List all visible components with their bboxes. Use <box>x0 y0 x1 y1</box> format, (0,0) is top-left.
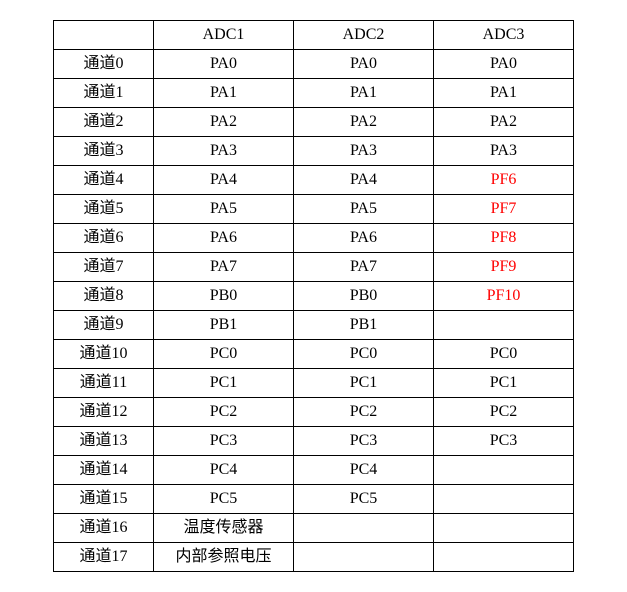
channel-label: 通道2 <box>54 108 154 137</box>
cell-value <box>434 311 574 340</box>
channel-label: 通道16 <box>54 514 154 543</box>
cell-value: PA1 <box>294 79 434 108</box>
cell-value: PA3 <box>294 137 434 166</box>
cell-value: PA6 <box>154 224 294 253</box>
cell-value: PA7 <box>294 253 434 282</box>
cell-value: PC2 <box>434 398 574 427</box>
channel-label: 通道10 <box>54 340 154 369</box>
cell-value: PC4 <box>154 456 294 485</box>
cell-value: PF8 <box>434 224 574 253</box>
cell-value: PA1 <box>154 79 294 108</box>
header-empty <box>54 21 154 50</box>
channel-label: 通道6 <box>54 224 154 253</box>
header-col: ADC3 <box>434 21 574 50</box>
cell-value: PF7 <box>434 195 574 224</box>
table-row: 通道12PC2PC2PC2 <box>54 398 574 427</box>
cell-value: PA4 <box>294 166 434 195</box>
table-row: 通道7PA7PA7PF9 <box>54 253 574 282</box>
table-row: 通道2PA2PA2PA2 <box>54 108 574 137</box>
channel-label: 通道1 <box>54 79 154 108</box>
cell-value: PC3 <box>434 427 574 456</box>
cell-value: PB0 <box>154 282 294 311</box>
cell-value: PA5 <box>154 195 294 224</box>
table-row: 通道9PB1PB1 <box>54 311 574 340</box>
table-row: 通道11PC1PC1PC1 <box>54 369 574 398</box>
cell-value: PA2 <box>154 108 294 137</box>
channel-label: 通道4 <box>54 166 154 195</box>
cell-value: PA0 <box>434 50 574 79</box>
cell-value <box>294 514 434 543</box>
channel-label: 通道9 <box>54 311 154 340</box>
table-header-row: ADC1ADC2ADC3 <box>54 21 574 50</box>
cell-value: PC0 <box>154 340 294 369</box>
cell-value: PB1 <box>294 311 434 340</box>
channel-label: 通道8 <box>54 282 154 311</box>
header-col: ADC1 <box>154 21 294 50</box>
cell-value: PC3 <box>294 427 434 456</box>
cell-value: PF6 <box>434 166 574 195</box>
cell-value: PC0 <box>434 340 574 369</box>
cell-value: PB0 <box>294 282 434 311</box>
table-row: 通道15PC5PC5 <box>54 485 574 514</box>
table-row: 通道6PA6PA6PF8 <box>54 224 574 253</box>
channel-label: 通道0 <box>54 50 154 79</box>
channel-label: 通道7 <box>54 253 154 282</box>
channel-label: 通道15 <box>54 485 154 514</box>
table-row: 通道14PC4PC4 <box>54 456 574 485</box>
cell-value: PF10 <box>434 282 574 311</box>
cell-value: PA7 <box>154 253 294 282</box>
channel-label: 通道11 <box>54 369 154 398</box>
cell-value: PF9 <box>434 253 574 282</box>
cell-value: PA4 <box>154 166 294 195</box>
channel-label: 通道12 <box>54 398 154 427</box>
cell-value <box>434 543 574 572</box>
cell-value <box>434 456 574 485</box>
cell-value: PA6 <box>294 224 434 253</box>
cell-value: PC1 <box>154 369 294 398</box>
cell-value: PA2 <box>294 108 434 137</box>
table-body: ADC1ADC2ADC3通道0PA0PA0PA0通道1PA1PA1PA1通道2P… <box>54 21 574 572</box>
cell-value <box>434 485 574 514</box>
cell-value: PB1 <box>154 311 294 340</box>
cell-value: PC2 <box>294 398 434 427</box>
cell-value: 内部参照电压 <box>154 543 294 572</box>
table-row: 通道16温度传感器 <box>54 514 574 543</box>
cell-value: PC5 <box>294 485 434 514</box>
channel-label: 通道17 <box>54 543 154 572</box>
cell-value: PA5 <box>294 195 434 224</box>
table-row: 通道3PA3PA3PA3 <box>54 137 574 166</box>
cell-value: PA3 <box>154 137 294 166</box>
cell-value: PC0 <box>294 340 434 369</box>
cell-value: PA0 <box>154 50 294 79</box>
table-row: 通道4PA4PA4PF6 <box>54 166 574 195</box>
cell-value: PA2 <box>434 108 574 137</box>
adc-channel-table: ADC1ADC2ADC3通道0PA0PA0PA0通道1PA1PA1PA1通道2P… <box>53 20 574 572</box>
cell-value: PC3 <box>154 427 294 456</box>
cell-value: PC1 <box>434 369 574 398</box>
cell-value <box>294 543 434 572</box>
table-row: 通道13PC3PC3PC3 <box>54 427 574 456</box>
table-row: 通道0PA0PA0PA0 <box>54 50 574 79</box>
cell-value: PA3 <box>434 137 574 166</box>
table-row: 通道17内部参照电压 <box>54 543 574 572</box>
cell-value: PC1 <box>294 369 434 398</box>
table-row: 通道10PC0PC0PC0 <box>54 340 574 369</box>
table-row: 通道1PA1PA1PA1 <box>54 79 574 108</box>
channel-label: 通道13 <box>54 427 154 456</box>
cell-value: PC5 <box>154 485 294 514</box>
channel-label: 通道5 <box>54 195 154 224</box>
cell-value: PA1 <box>434 79 574 108</box>
table-row: 通道5PA5PA5PF7 <box>54 195 574 224</box>
cell-value <box>434 514 574 543</box>
table-row: 通道8PB0PB0PF10 <box>54 282 574 311</box>
cell-value: PA0 <box>294 50 434 79</box>
cell-value: PC2 <box>154 398 294 427</box>
channel-label: 通道14 <box>54 456 154 485</box>
cell-value: 温度传感器 <box>154 514 294 543</box>
header-col: ADC2 <box>294 21 434 50</box>
channel-label: 通道3 <box>54 137 154 166</box>
cell-value: PC4 <box>294 456 434 485</box>
